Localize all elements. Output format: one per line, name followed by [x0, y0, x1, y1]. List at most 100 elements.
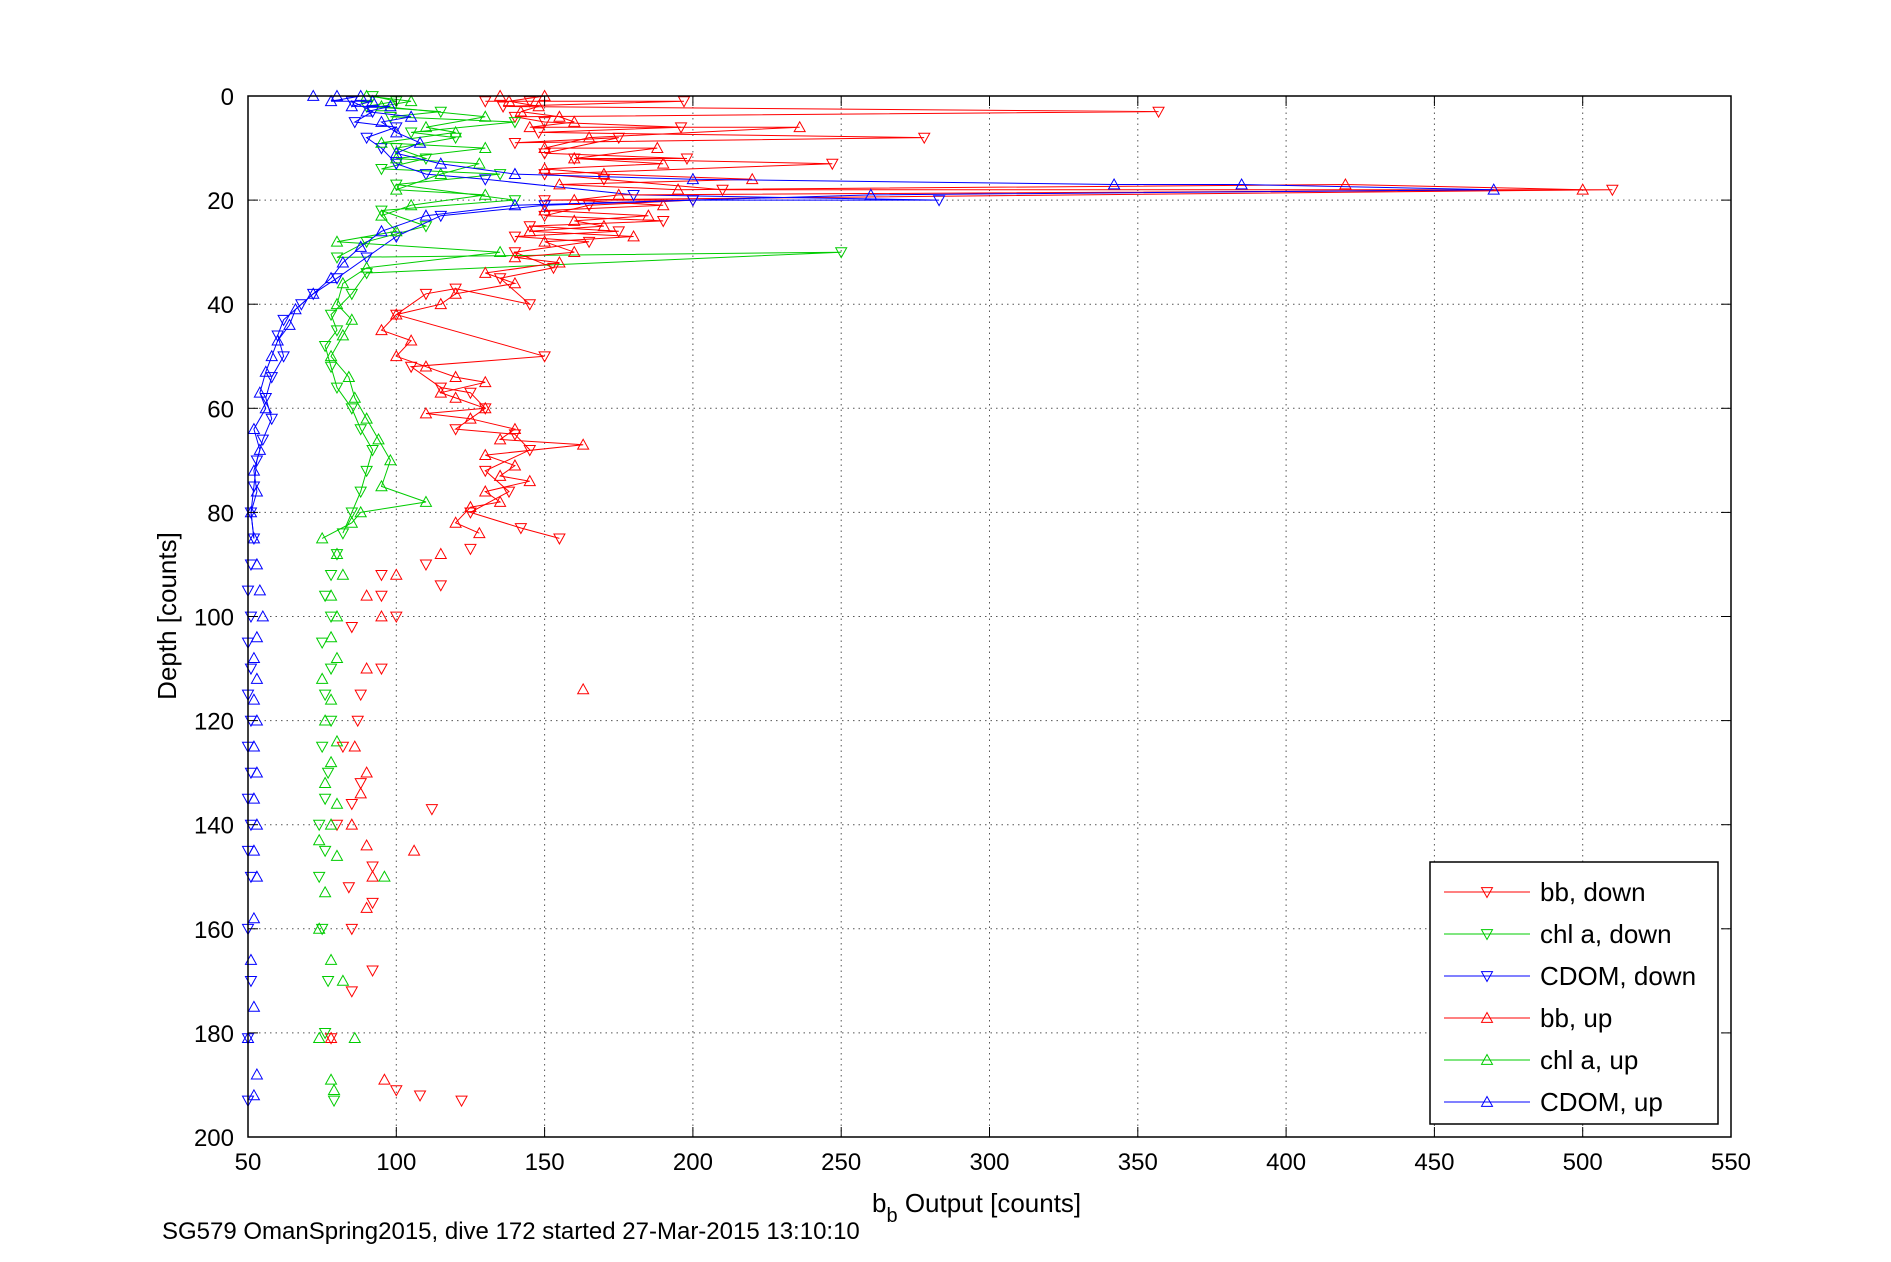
data-point-cdom-up [389, 146, 403, 159]
data-point-bb-down [716, 184, 729, 197]
data-point-bb-down [345, 622, 359, 634]
y-tick-label: 80 [207, 500, 234, 527]
data-point-bb-up [375, 323, 388, 336]
data-point-bb-up [348, 740, 362, 752]
data-point-cdom-up [250, 1068, 264, 1080]
data-point-cdom-down [419, 169, 433, 181]
data-point-chl-a-down [354, 486, 368, 499]
data-point-cdom-up [250, 672, 264, 684]
legend-label-cdom-up: CDOM, up [1540, 1087, 1663, 1117]
data-point-chl-a-up [348, 391, 362, 403]
data-point-bb-up [354, 786, 368, 799]
data-point-cdom-up [247, 422, 261, 435]
data-point-cdom-up [250, 818, 264, 830]
data-point-bb-up [508, 276, 522, 289]
data-point-chl-a-down [419, 153, 433, 165]
data-point-chl-a-up [354, 505, 368, 518]
data-point-chl-a-down [318, 1028, 332, 1040]
y-tick-label: 120 [194, 709, 234, 736]
data-point-bb-up [360, 662, 373, 674]
data-point-cdom-up [366, 94, 379, 107]
legend-marker-cdom-up [1480, 1095, 1494, 1107]
series-chl-a-down [312, 91, 848, 1108]
data-point-chl-a-down [360, 268, 373, 280]
data-point-cdom-up [244, 953, 258, 965]
data-point-chl-a-up [345, 516, 359, 528]
data-point-cdom-up [434, 157, 448, 169]
data-point-chl-a-up [389, 224, 403, 237]
data-point-bb-down [478, 465, 492, 478]
data-point-chl-a-up [318, 714, 332, 726]
data-point-bb-down [523, 221, 537, 233]
data-point-chl-a-up [375, 479, 388, 492]
y-tick-label: 20 [207, 188, 234, 215]
data-point-chl-a-down [318, 340, 332, 353]
data-point-chl-a-down [449, 132, 462, 145]
data-point-bb-up [360, 901, 373, 913]
data-point-bb-down [532, 127, 546, 139]
data-point-cdom-up [259, 365, 273, 377]
data-point-cdom-up [247, 1000, 261, 1012]
data-point-bb-up [360, 838, 373, 851]
data-point-cdom-up [404, 110, 418, 122]
data-point-chl-a-up [336, 568, 350, 580]
data-point-bb-down [434, 580, 448, 592]
data-point-bb-up [478, 401, 492, 414]
data-point-bb-up [576, 438, 590, 450]
y-tick-label: 200 [194, 1125, 234, 1152]
data-point-cdom-up [247, 693, 261, 705]
data-point-bb-up [1576, 183, 1590, 195]
data-point-cdom-down [256, 434, 270, 447]
data-point-chl-a-down [360, 236, 373, 249]
data-point-chl-a-down [330, 549, 344, 561]
data-point-cdom-down [259, 392, 273, 405]
data-point-bb-up [612, 188, 626, 200]
data-point-cdom-up [375, 224, 388, 237]
data-point-bb-up [345, 818, 359, 830]
x-tick-label: 100 [376, 1149, 416, 1176]
data-point-chl-a-down [312, 819, 326, 832]
data-point-bb-up [449, 391, 462, 403]
data-point-chl-a-up [327, 1083, 341, 1096]
data-point-cdom-up [247, 740, 261, 752]
data-point-cdom-up [250, 714, 264, 726]
data-point-bb-down [324, 1033, 338, 1045]
data-point-bb-up [389, 308, 403, 320]
data-point-bb-up [389, 349, 403, 362]
data-point-chl-a-up [312, 833, 326, 846]
data-point-chl-a-down [360, 465, 373, 478]
data-point-cdom-down [375, 143, 388, 155]
data-point-cdom-up [306, 287, 320, 299]
legend-marker-bb-up [1480, 1011, 1494, 1023]
data-point-cdom-up [247, 911, 261, 924]
data-point-bb-down [464, 543, 477, 556]
data-point-bb-down [597, 174, 611, 186]
data-point-cdom-up [686, 172, 700, 185]
data-point-chl-a-down [312, 871, 326, 884]
data-point-chl-a-up [360, 412, 373, 424]
data-point-chl-a-up [493, 245, 507, 258]
data-point-bb-down [354, 778, 368, 790]
data-point-chl-a-up [330, 235, 344, 247]
data-point-cdom-up [247, 844, 261, 856]
data-point-chl-a-up [360, 261, 373, 273]
data-point-cdom-up [1487, 183, 1501, 195]
data-point-bb-down [478, 96, 492, 108]
data-point-chl-a-down [366, 445, 379, 457]
data-point-bb-up [567, 193, 581, 205]
data-point-cdom-up [375, 115, 388, 127]
data-point-bb-down [464, 507, 477, 519]
series-cdom-up [241, 89, 1501, 1101]
data-point-chl-a-up [330, 651, 344, 664]
data-point-chl-a-down [384, 111, 397, 124]
data-point-chl-a-up [478, 141, 492, 153]
data-point-chl-a-down [345, 403, 359, 415]
data-point-chl-a-up [312, 1031, 326, 1044]
legend-label-bb-up: bb, up [1540, 1003, 1612, 1033]
data-point-chl-a-up [449, 125, 462, 138]
data-point-chl-a-up [330, 734, 344, 747]
data-point-cdom-up [283, 318, 296, 330]
data-point-cdom-up [345, 99, 359, 112]
y-tick-label: 0 [221, 84, 234, 111]
